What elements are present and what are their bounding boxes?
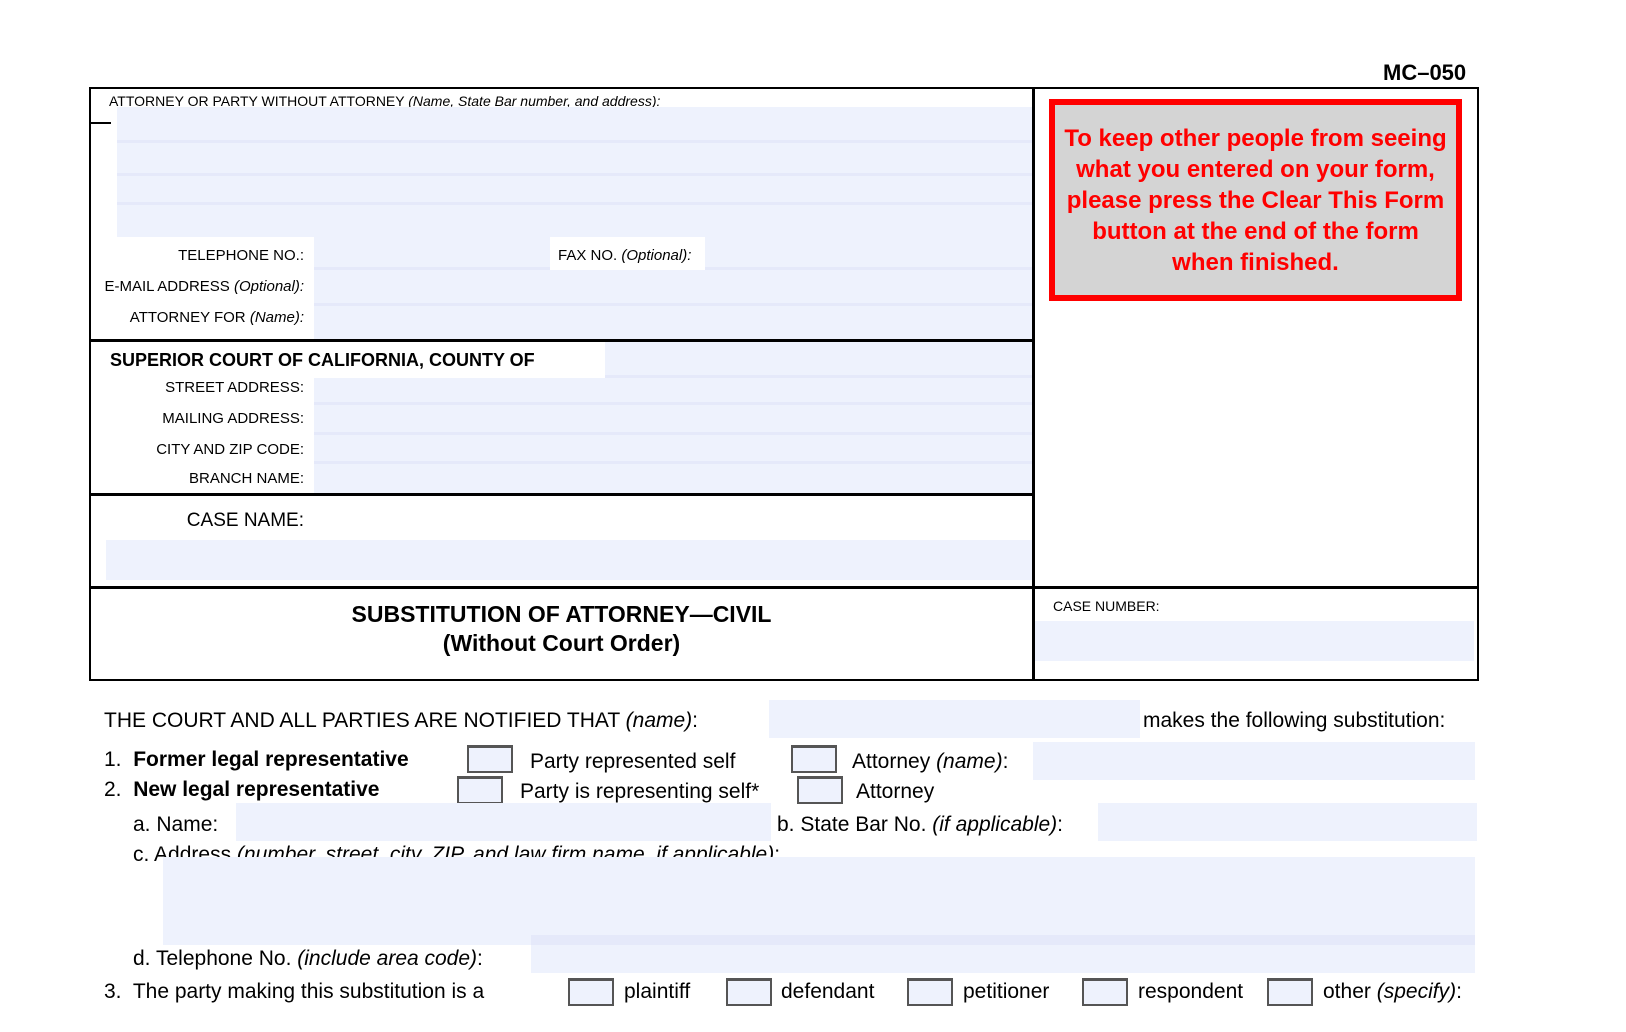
fax-label: FAX NO. (Optional): bbox=[558, 247, 692, 264]
attorney-for-label: ATTORNEY FOR (Name): bbox=[129, 309, 304, 326]
plaintiff-checkbox[interactable] bbox=[568, 978, 614, 1006]
new-attorney-checkbox[interactable] bbox=[797, 776, 843, 804]
city-label: CITY AND ZIP CODE: bbox=[156, 441, 304, 458]
new-self-checkbox[interactable] bbox=[457, 776, 503, 804]
attorney-line-1[interactable] bbox=[117, 107, 1032, 143]
defendant-label: defendant bbox=[781, 980, 875, 1003]
privacy-notice-text: To keep other people from seeing what yo… bbox=[1064, 124, 1447, 276]
mailing-input[interactable] bbox=[314, 405, 1032, 435]
privacy-notice: To keep other people from seeing what yo… bbox=[1049, 99, 1462, 301]
new-attorney-label: Attorney bbox=[856, 780, 935, 803]
case-number-label: CASE NUMBER: bbox=[1053, 598, 1160, 614]
respondent-checkbox[interactable] bbox=[1082, 978, 1128, 1006]
respondent-label: respondent bbox=[1138, 980, 1244, 1003]
former-attorney-name-input[interactable] bbox=[1033, 742, 1475, 780]
new-self-label: Party is representing self* bbox=[520, 780, 760, 803]
street-input[interactable] bbox=[314, 378, 1032, 405]
notified-after: makes the following substitution: bbox=[1143, 709, 1446, 732]
column-divider bbox=[1032, 87, 1035, 681]
court-title: SUPERIOR COURT OF CALIFORNIA, COUNTY OF bbox=[110, 350, 535, 370]
divider bbox=[89, 586, 1479, 589]
address-input[interactable] bbox=[163, 857, 1475, 945]
item2-label: 2. New legal representative bbox=[104, 778, 380, 801]
defendant-checkbox[interactable] bbox=[726, 978, 772, 1006]
attorney-header: ATTORNEY OR PARTY WITHOUT ATTORNEY (Name… bbox=[109, 93, 661, 109]
former-self-checkbox[interactable] bbox=[467, 745, 513, 773]
title: SUBSTITUTION OF ATTORNEY—CIVIL bbox=[351, 601, 772, 627]
city-input[interactable] bbox=[314, 435, 1032, 464]
party-name-input[interactable] bbox=[769, 700, 1140, 738]
item2a-label: a. Name: bbox=[133, 813, 219, 836]
telephone-label: TELEPHONE NO.: bbox=[178, 247, 304, 264]
caption-box bbox=[89, 87, 1479, 681]
item1-label: 1. Former legal representative bbox=[104, 748, 409, 771]
item3-label: 3. The party making this substitution is… bbox=[104, 980, 485, 1003]
attorney-line-3[interactable] bbox=[117, 176, 1032, 205]
other-checkbox[interactable] bbox=[1267, 978, 1313, 1006]
divider bbox=[89, 339, 1033, 342]
former-attorney-checkbox[interactable] bbox=[791, 745, 837, 773]
other-label: other (specify): bbox=[1323, 980, 1462, 1003]
petitioner-label: petitioner bbox=[963, 980, 1050, 1003]
plaintiff-label: plaintiff bbox=[624, 980, 691, 1003]
case-name-input[interactable] bbox=[106, 540, 1032, 580]
attorney-line-2[interactable] bbox=[117, 143, 1032, 176]
notified-text: THE COURT AND ALL PARTIES ARE NOTIFIED T… bbox=[104, 709, 699, 732]
county-input[interactable] bbox=[605, 342, 1032, 378]
attorney-line-4[interactable] bbox=[117, 205, 1032, 237]
divider bbox=[89, 493, 1033, 496]
item2d-label: d. Telephone No. (include area code): bbox=[133, 947, 483, 970]
case-name-label: CASE NAME: bbox=[186, 510, 304, 531]
mailing-label: MAILING ADDRESS: bbox=[162, 410, 304, 427]
form-id: MC–050 bbox=[1383, 60, 1467, 85]
case-number-input[interactable] bbox=[1035, 621, 1474, 661]
fax-input[interactable] bbox=[705, 234, 1032, 270]
state-bar-input[interactable] bbox=[1098, 803, 1477, 841]
email-label: E-MAIL ADDRESS (Optional): bbox=[104, 278, 304, 295]
petitioner-checkbox[interactable] bbox=[907, 978, 953, 1006]
tick-mark bbox=[89, 122, 111, 124]
street-label: STREET ADDRESS: bbox=[165, 379, 304, 396]
new-telephone-input[interactable] bbox=[531, 945, 1475, 973]
branch-input[interactable] bbox=[314, 464, 1032, 493]
email-input[interactable] bbox=[314, 270, 1032, 306]
address-input-line[interactable] bbox=[531, 935, 1475, 945]
former-self-label: Party represented self bbox=[530, 750, 736, 773]
item2b-label: b. State Bar No. (if applicable): bbox=[777, 813, 1064, 836]
document-title: SUBSTITUTION OF ATTORNEY—CIVIL (Without … bbox=[91, 600, 1032, 658]
attorney-for-input[interactable] bbox=[314, 306, 1032, 339]
new-name-input[interactable] bbox=[236, 803, 771, 841]
branch-label: BRANCH NAME: bbox=[188, 470, 304, 487]
former-attorney-label: Attorney (name): bbox=[852, 750, 1009, 773]
subtitle: (Without Court Order) bbox=[442, 630, 681, 656]
telephone-input[interactable] bbox=[314, 234, 550, 270]
